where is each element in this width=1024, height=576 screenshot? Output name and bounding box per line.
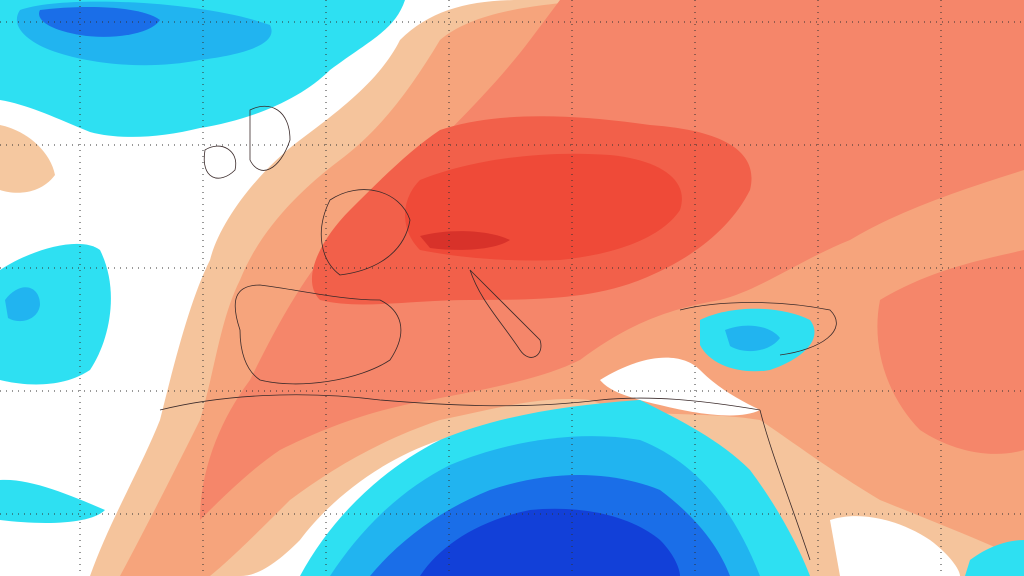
france-outline [320, 189, 411, 276]
britain-outline [249, 105, 291, 171]
anatolia-outline [679, 302, 837, 356]
cold-anomaly-southwest [0, 479, 105, 523]
neutral-zone [600, 357, 760, 416]
neutral-zone-south [830, 516, 960, 576]
red-sea-coast [759, 409, 811, 561]
warm-anomaly-east [877, 250, 1024, 454]
cold-anomaly-west-core [5, 287, 40, 322]
coastlines [159, 105, 837, 561]
cold-anomaly-east-med-core [725, 325, 780, 352]
north-africa-coast [159, 394, 761, 411]
cold-anomaly-west [0, 243, 111, 385]
italy-outline [469, 269, 542, 358]
iberia-outline [234, 284, 402, 385]
heat-peak [420, 231, 510, 250]
warm-anomaly-west [0, 125, 55, 193]
cold-anomaly-southeast [965, 540, 1024, 576]
cold-anomaly-deep [39, 7, 160, 37]
cold-anomaly-sahara-core [420, 508, 680, 576]
